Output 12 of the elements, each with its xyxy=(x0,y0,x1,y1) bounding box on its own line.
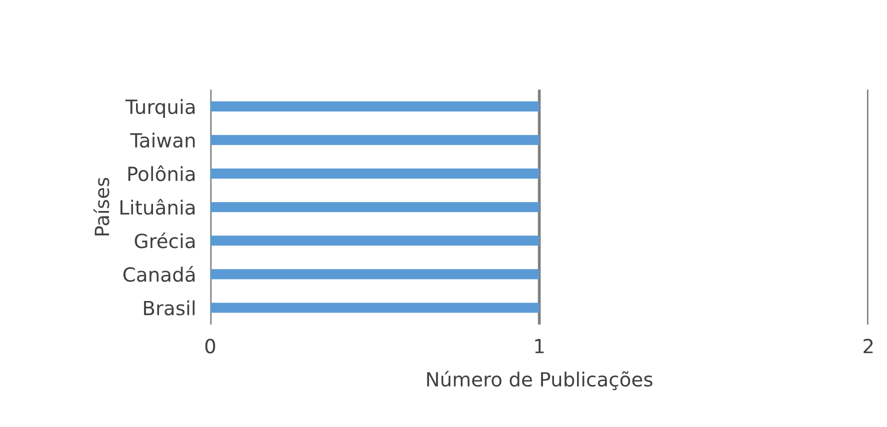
y-tick-label: Turquia xyxy=(125,99,195,118)
y-axis-title: Países xyxy=(93,178,110,236)
x-tick-label: 2 xyxy=(864,338,873,354)
x-tick-label: 1 xyxy=(535,339,544,354)
y-tick-label: Canadá xyxy=(123,266,195,282)
y-tick-label: Lituânia xyxy=(120,198,195,215)
y-tick-label: Brasil xyxy=(144,300,195,316)
y-tick-label: Taiwan xyxy=(130,132,195,148)
y-tick-label: Polônia xyxy=(128,165,195,182)
x-axis-title: Número de Publicações xyxy=(427,370,652,390)
y-tick-label: Grécia xyxy=(134,232,195,248)
x-tick-label: 0 xyxy=(205,338,216,354)
